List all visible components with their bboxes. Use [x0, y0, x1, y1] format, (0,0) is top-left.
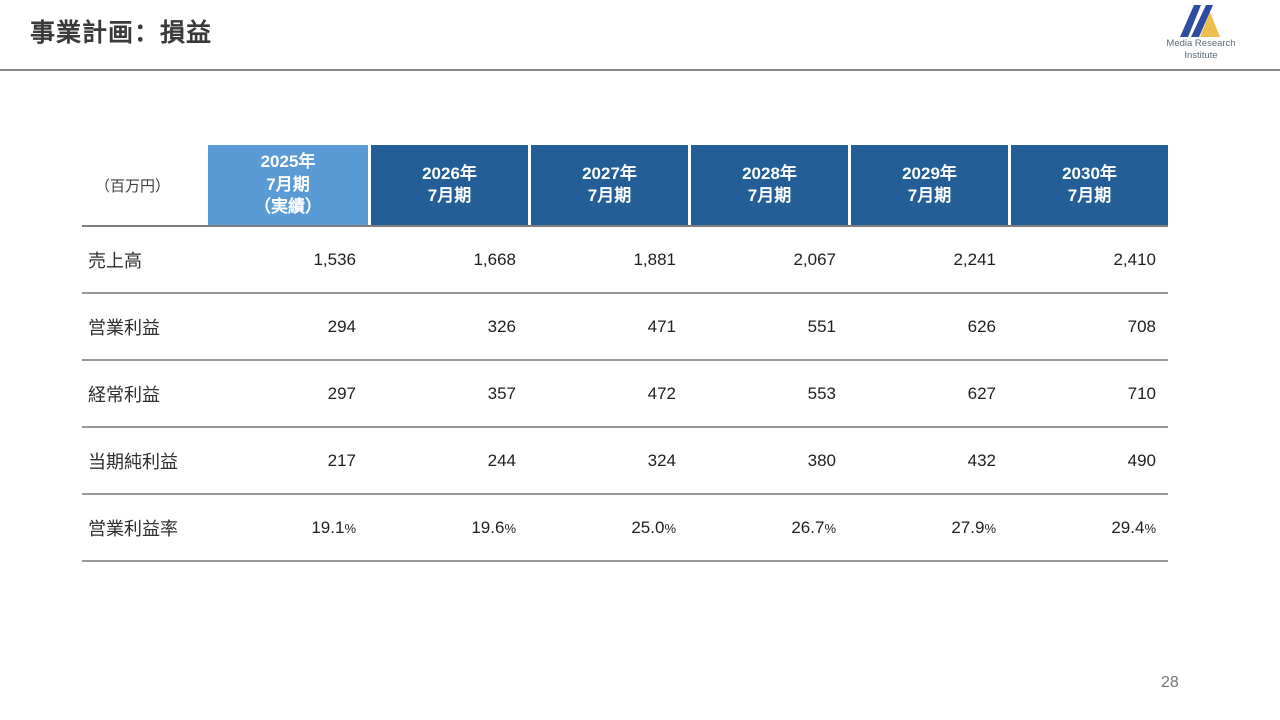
value-cell: 357 — [487, 383, 516, 403]
column-header-line: 2030年 — [1062, 163, 1117, 183]
value-cell: 471 — [647, 316, 676, 336]
value-cell: 326 — [487, 316, 516, 336]
pct-sign: % — [504, 520, 516, 536]
pct-number: 19.6 — [471, 517, 505, 537]
value-cell: 490 — [1127, 450, 1156, 470]
logo-text-line2: Institute — [1184, 49, 1218, 61]
value-cell: 2,241 — [953, 249, 996, 269]
column-header-line: 7月期 — [1067, 186, 1112, 205]
column-header-line: 2027年 — [582, 163, 637, 183]
column-header-fy2028: 2028年 7月期 — [688, 145, 848, 225]
pct-sign: % — [1144, 520, 1156, 536]
column-header-line: 2025年 — [260, 152, 316, 172]
row-label: 経常利益 — [88, 384, 160, 405]
value-cell: 551 — [807, 316, 836, 336]
value-cell: 19.1% — [208, 518, 368, 538]
column-header-fy2029: 2029年 7月期 — [848, 145, 1008, 225]
value-cell: 1,881 — [633, 249, 676, 269]
row-label: 営業利益率 — [88, 518, 178, 539]
pct-number: 25.0 — [631, 517, 665, 537]
column-header-line: 7月期 — [907, 186, 952, 205]
value-cell: 19.6% — [368, 518, 528, 538]
unit-label: （百万円） — [82, 145, 208, 225]
value-cell: 324 — [647, 450, 676, 470]
pct-sign: % — [344, 520, 356, 536]
value-cell: 1,536 — [313, 249, 356, 269]
row-label: 営業利益 — [88, 317, 160, 338]
table-row-operating-profit: 営業利益 294 326 471 551 626 708 — [82, 294, 1168, 361]
value-cell: 710 — [1127, 383, 1156, 403]
table-row-operating-margin: 営業利益率 19.1% 19.6% 25.0% 26.7% 27.9% 29.4… — [82, 495, 1168, 562]
pct-number: 27.9 — [951, 517, 985, 537]
value-cell: 294 — [327, 316, 356, 336]
value-cell: 380 — [807, 450, 836, 470]
value-cell: 27.9% — [848, 518, 1008, 538]
column-header-fy2030: 2030年 7月期 — [1008, 145, 1168, 225]
column-header-line: 2029年 — [902, 163, 957, 183]
value-cell: 2,067 — [793, 249, 836, 269]
table-row-sales: 売上高 1,536 1,668 1,881 2,067 2,241 2,410 — [82, 227, 1168, 294]
profit-loss-table: （百万円） 2025年 7月期 （実績） 2026年 7月期 2027年 7月期… — [82, 145, 1168, 562]
value-cell: 626 — [967, 316, 996, 336]
row-label: 売上高 — [88, 250, 142, 271]
value-cell: 553 — [807, 383, 836, 403]
table-row-ordinary-profit: 経常利益 297 357 472 553 627 710 — [82, 361, 1168, 428]
value-cell: 432 — [967, 450, 996, 470]
column-header-line: 7月期 — [587, 186, 632, 205]
pct-number: 29.4 — [1111, 517, 1145, 537]
company-logo: Media Research Institute — [1142, 4, 1260, 62]
value-cell: 29.4% — [1008, 518, 1168, 538]
m-logo-icon — [1180, 5, 1220, 37]
column-header-line: （実績） — [254, 197, 322, 217]
value-cell: 708 — [1127, 316, 1156, 336]
value-cell: 217 — [327, 450, 356, 470]
value-cell: 1,668 — [473, 249, 516, 269]
value-cell: 627 — [967, 383, 996, 403]
table-row-net-income: 当期純利益 217 244 324 380 432 490 — [82, 428, 1168, 495]
value-cell: 244 — [487, 450, 516, 470]
value-cell: 2,410 — [1113, 249, 1156, 269]
column-header-fy2026: 2026年 7月期 — [368, 145, 528, 225]
pct-sign: % — [824, 520, 836, 536]
pct-number: 19.1 — [311, 517, 345, 537]
pct-sign: % — [664, 520, 676, 536]
logo-text-line1: Media Research — [1166, 38, 1236, 49]
column-header-line: 7月期 — [266, 174, 310, 194]
page-number: 28 — [1161, 674, 1179, 691]
column-header-line: 7月期 — [427, 186, 472, 205]
column-header-fy2025: 2025年 7月期 （実績） — [208, 145, 368, 225]
column-header-line: 2026年 — [422, 163, 477, 183]
column-header-line: 2028年 — [742, 163, 797, 183]
value-cell: 26.7% — [688, 518, 848, 538]
column-header-fy2027: 2027年 7月期 — [528, 145, 688, 225]
header-divider-line — [0, 69, 1280, 71]
page-title: 事業計画：損益 — [30, 19, 213, 47]
row-label: 当期純利益 — [88, 451, 178, 472]
column-header-line: 7月期 — [747, 186, 792, 205]
pct-sign: % — [984, 520, 996, 536]
value-cell: 297 — [327, 383, 356, 403]
table-header-row: （百万円） 2025年 7月期 （実績） 2026年 7月期 2027年 7月期… — [82, 145, 1168, 227]
value-cell: 472 — [647, 383, 676, 403]
pct-number: 26.7 — [791, 517, 825, 537]
value-cell: 25.0% — [528, 518, 688, 538]
